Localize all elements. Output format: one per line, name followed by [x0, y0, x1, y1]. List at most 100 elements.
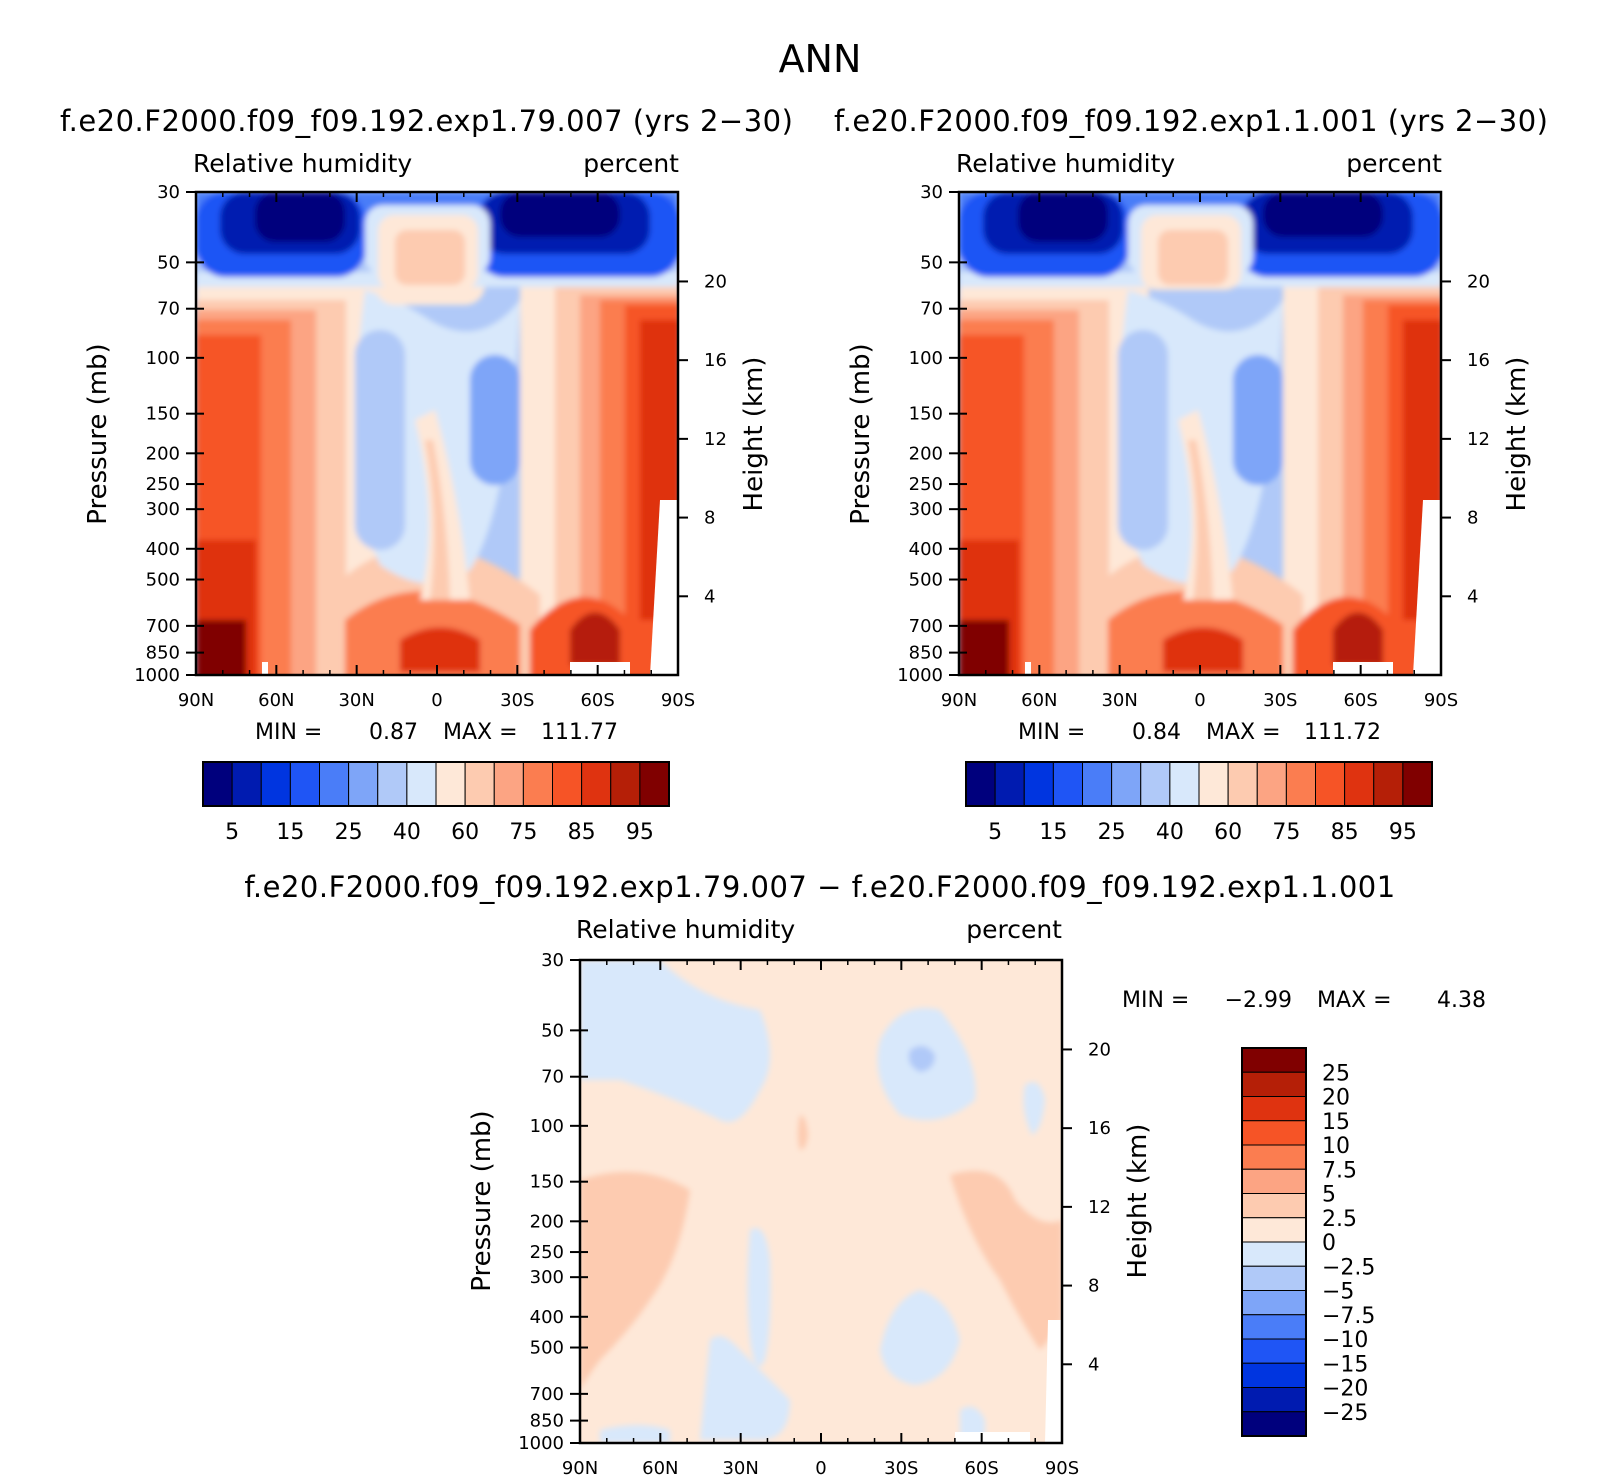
panel-3-x-tick-label: 60S: [964, 1458, 998, 1476]
panel-3-colorbar-label: 10: [1322, 1134, 1350, 1159]
panel-3-colorbar-label: 25: [1322, 1061, 1350, 1086]
panel-2-colorbar-swatch: [994, 761, 1025, 807]
panel-1-colorbar-swatch: [493, 761, 524, 807]
panel-2-x-tick-label: 30N: [1101, 690, 1137, 711]
panel-2-max-value: 111.72: [1304, 720, 1381, 745]
panel-1-y-tick-label: 30: [157, 182, 180, 203]
panel-1-x-tick-label: 60S: [580, 690, 614, 711]
panel-1-y-axis-label: Pressure (mb): [83, 343, 113, 524]
panel-3-colorbar-label: −7.5: [1322, 1304, 1375, 1329]
panel-2-colorbar-label: 75: [1272, 820, 1300, 845]
panel-3-colorbar-swatch: [1241, 1144, 1307, 1170]
panel-1-colorbar-swatch: [377, 761, 408, 807]
panel-1-axes: 90N 60N 30N 0 30S 60S 90S 30 50 70 100 150 200 250 300…: [134, 182, 727, 711]
panel-2-colorbar-swatch: [1285, 761, 1316, 807]
panel-3-y-tick-label: 30: [541, 950, 564, 971]
panel-2-colorbar-swatch: [1140, 761, 1171, 807]
panel-1-colorbar-label: 25: [335, 820, 363, 845]
panel-3-y-tick-label: 100: [530, 1116, 564, 1137]
panel-3-colorbar-swatch: [1241, 1047, 1307, 1073]
panel-1-y2-tick-label: 8: [704, 508, 715, 529]
panel-2-colorbar-swatch: [1256, 761, 1287, 807]
panel-3-y2-tick-label: 4: [1088, 1354, 1099, 1375]
panel-2-colorbar-swatch: [965, 761, 996, 807]
panel-1-y-tick-label: 300: [146, 499, 180, 520]
panel-3-colorbar-swatch: [1241, 1387, 1307, 1413]
panel-2-colorbar-swatch: [1344, 761, 1375, 807]
panel-3-colorbar-label: 15: [1322, 1110, 1350, 1135]
panel-1-colorbar-swatch: [464, 761, 495, 807]
panel-3-colorbar-label: 7.5: [1322, 1158, 1357, 1183]
panel-2-units-label: percent: [1346, 149, 1442, 178]
panel-3-colorbar-swatch: [1241, 1071, 1307, 1097]
panel-1-y-tick-label: 400: [146, 539, 180, 560]
panel-1-colorbar-swatch: [435, 761, 466, 807]
panel-1-min-value: 0.87: [369, 720, 418, 745]
panel-1-max-value: 111.77: [541, 720, 618, 745]
panel-1-colorbar-swatch: [639, 761, 670, 807]
panel-2-colorbar-label: 85: [1331, 820, 1359, 845]
panel-2-colorbar-label: 15: [1039, 820, 1067, 845]
panel-3-min-value: −2.99: [1225, 988, 1292, 1013]
panel-3-y2-tick-label: 12: [1088, 1197, 1111, 1218]
panel-3-y-tick-label: 150: [530, 1172, 564, 1193]
panel-3-max-label: MAX =: [1317, 988, 1392, 1013]
panel-3-colorbar-label: 2.5: [1322, 1207, 1357, 1232]
panel-2-colorbar-swatch: [1402, 761, 1433, 807]
panel-3-x-tick-label: 60N: [642, 1458, 678, 1476]
panel-1-x-tick-label: 0: [431, 690, 442, 711]
panel-3-colorbar-swatch: [1241, 1120, 1307, 1146]
panel-2-y2-axis-label: Height (km): [1502, 357, 1532, 512]
panel-3-y-tick-label: 250: [530, 1242, 564, 1263]
panel-1-y-tick-label: 150: [146, 404, 180, 425]
panel-1-colorbar-frame: [202, 761, 670, 807]
panel-3-colorbar-swatch: [1241, 1411, 1307, 1437]
panel-3-y-tick-label: 500: [530, 1338, 564, 1359]
panel-3-colorbar-label: −2.5: [1322, 1255, 1375, 1280]
panel-2-colorbar-swatch: [1082, 761, 1113, 807]
panel-3-colorbar-label: −15: [1322, 1352, 1368, 1377]
panel-1-min-label: MIN =: [255, 720, 322, 745]
panel-2-x-tick-label: 90N: [941, 690, 977, 711]
panel-1-colorbar-swatch: [231, 761, 262, 807]
panel-3-min-label: MIN =: [1122, 988, 1189, 1013]
panel-2-y2-tick-label: 8: [1467, 508, 1478, 529]
panel-1-x-tick-label: 60N: [258, 690, 294, 711]
panel-1-x-tick-label: 90N: [178, 690, 214, 711]
panel-2-y2-tick-label: 12: [1467, 429, 1490, 450]
panel-3-colorbar-swatch: [1241, 1241, 1307, 1267]
panel-1-colorbar-swatch: [581, 761, 612, 807]
panel-3-y-tick-label: 400: [530, 1307, 564, 1328]
panel-2-axes: 90N 60N 30N 0 30S 60S 90S 30 50 70 100 150 200 250 300…: [897, 182, 1490, 711]
panel-3-units-label: percent: [966, 915, 1062, 944]
panel-1-y-tick-label: 70: [157, 299, 180, 320]
panel-1-colorbar-label: 75: [509, 820, 537, 845]
panel-2-colorbar-label: 40: [1156, 820, 1184, 845]
panel-1-y2-tick-label: 20: [704, 271, 727, 292]
panel-2-title: f.e20.F2000.f09_f09.192.exp1.1.001 (yrs …: [834, 104, 1549, 138]
panel-2-x-tick-label: 30S: [1263, 690, 1297, 711]
panel-1-y-tick-label: 700: [146, 616, 180, 637]
panel-1-x-tick-label: 90S: [661, 690, 695, 711]
panel-1-y-tick-label: 200: [146, 443, 180, 464]
panel-2-min-value: 0.84: [1132, 720, 1181, 745]
panel-2-x-tick-label: 0: [1194, 690, 1205, 711]
panel-3-title: f.e20.F2000.f09_f09.192.exp1.79.007 − f.…: [244, 870, 1395, 904]
panel-2-x-tick-label: 90S: [1424, 690, 1458, 711]
panel-1-y-tick-label: 100: [146, 348, 180, 369]
panel-3-y2-tick-label: 20: [1088, 1039, 1111, 1060]
panel-1-y-tick-label: 500: [146, 570, 180, 591]
panel-1-colorbar: 5 15 25 40 60 75 85 95: [202, 761, 670, 845]
panel-2-y-tick-label: 70: [920, 299, 943, 320]
panel-2-colorbar-swatch: [1023, 761, 1054, 807]
panel-2-y-tick-label: 700: [909, 616, 943, 637]
panel-1-y-tick-label: 50: [157, 252, 180, 273]
panel-1: f.e20.F2000.f09_f09.192.exp1.79.007 (yrs…: [60, 104, 793, 845]
panel-3-x-tick-label: 30S: [884, 1458, 918, 1476]
panel-3-stats: MIN = −2.99 MAX = 4.38: [1122, 988, 1486, 1013]
panel-2-y-tick-label: 850: [909, 643, 943, 664]
panel-3-y-tick-label: 200: [530, 1211, 564, 1232]
panel-3-axes: 90N 60N 30N 0 30S 60S 90S 30 50 70 100 150 200 250 300…: [518, 950, 1111, 1479]
panel-3-colorbar-label: 20: [1322, 1086, 1350, 1111]
panel-2-y-tick-label: 400: [909, 539, 943, 560]
